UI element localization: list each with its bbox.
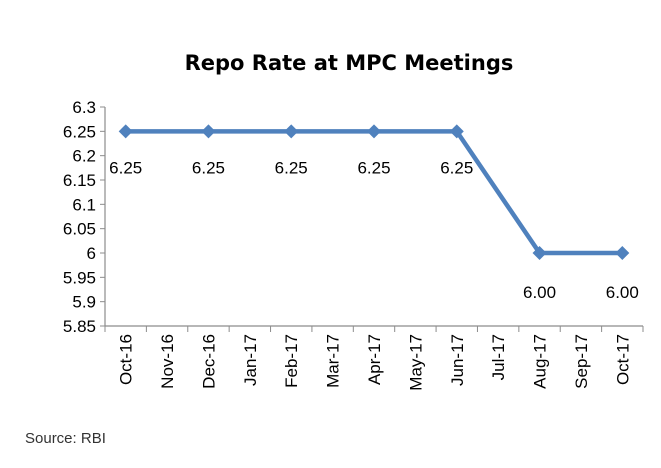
x-axis-ticks: Oct-16 Nov-16 Dec-16 Jan-17 Feb-17 Mar-17 Apr-… — [104, 326, 644, 391]
axes — [104, 107, 643, 327]
x-tick-label: Nov-16 — [158, 334, 177, 389]
data-labels: 6.25 6.25 6.25 6.25 6.25 6.00 6.00 — [109, 158, 639, 302]
x-tick-label: Mar-17 — [324, 334, 343, 388]
x-tick-label: May-17 — [406, 334, 425, 391]
data-point — [532, 246, 547, 260]
data-point — [201, 124, 216, 139]
data-point — [449, 124, 464, 139]
data-point — [367, 124, 381, 139]
data-label: 6.00 — [606, 283, 639, 302]
y-tick-label: 5.85 — [63, 317, 96, 336]
data-label: 6.00 — [523, 283, 556, 302]
x-tick-label: Jun-17 — [448, 334, 467, 386]
x-tick-label: Jul-17 — [489, 334, 508, 380]
y-tick-label: 6.3 — [72, 98, 96, 117]
x-tick-label: Oct-17 — [613, 334, 632, 385]
y-tick-label: 6 — [87, 244, 96, 263]
source-note: Source: RBI — [25, 430, 106, 447]
y-tick-label: 5.95 — [63, 268, 96, 287]
y-tick-label: 6.1 — [72, 195, 96, 214]
data-label: 6.25 — [357, 158, 390, 177]
x-tick-label: Aug-17 — [531, 334, 550, 389]
data-point — [284, 124, 299, 139]
x-tick-label: Jan-17 — [241, 334, 260, 386]
data-label: 6.25 — [109, 158, 142, 177]
series-line — [125, 129, 623, 256]
data-label: 6.25 — [440, 158, 473, 177]
x-tick-label: Feb-17 — [282, 334, 301, 388]
data-label: 6.25 — [275, 158, 308, 177]
y-tick-label: 6.25 — [63, 122, 96, 141]
y-tick-label: 6.2 — [72, 147, 96, 166]
data-point — [615, 246, 630, 260]
x-tick-label: Dec-16 — [199, 334, 218, 389]
y-axis-ticks: 6.3 6.25 6.2 6.15 6.1 6.05 6 5.95 5.9 5.85 — [63, 98, 105, 336]
data-label: 6.25 — [192, 158, 225, 177]
y-tick-label: 6.05 — [63, 220, 96, 239]
x-tick-label: Sep-17 — [572, 334, 591, 389]
y-tick-label: 5.9 — [72, 293, 96, 312]
x-tick-label: Apr-17 — [365, 334, 384, 385]
x-tick-label: Oct-16 — [117, 334, 136, 385]
series — [118, 124, 630, 260]
y-tick-label: 6.15 — [63, 171, 96, 190]
data-point — [118, 124, 133, 139]
chart-title: Repo Rate at MPC Meetings — [185, 51, 514, 75]
